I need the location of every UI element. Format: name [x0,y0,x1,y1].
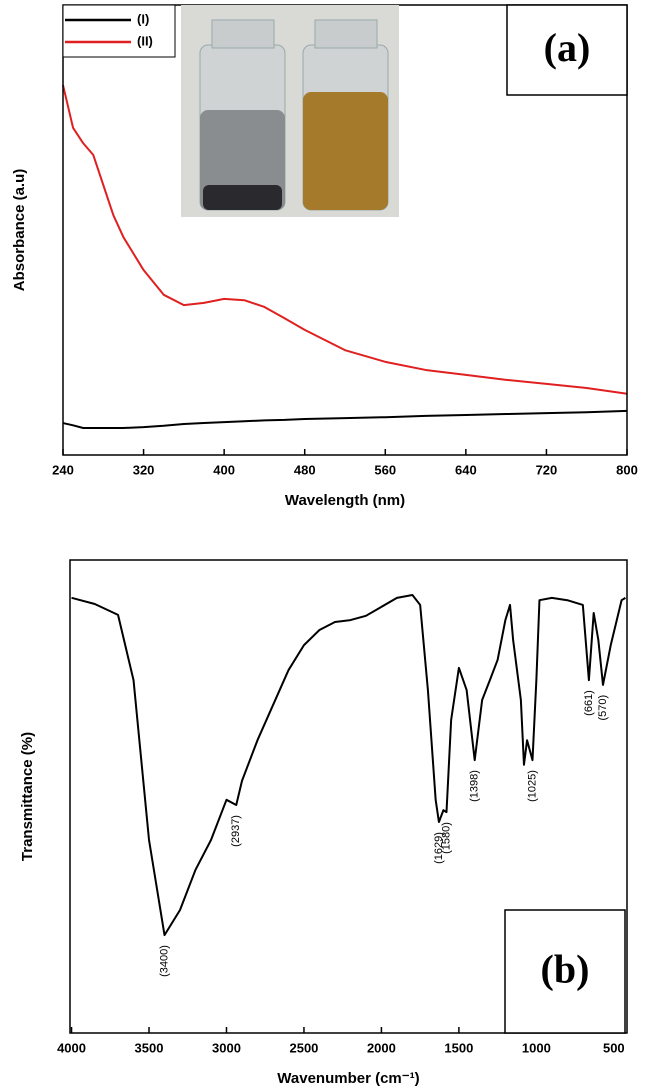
x-tick-label: 720 [536,462,558,477]
legend-label: (II) [137,33,153,48]
data-line [71,594,626,937]
x-tick-label: 640 [455,462,477,477]
x-tick-label: 400 [213,462,235,477]
peak-annotation: (2937) [230,815,242,847]
x-tick-label: 560 [374,462,396,477]
peak-annotation: (1025) [526,770,538,802]
x-tick-label: 500 [603,1040,625,1055]
peak-annotation: (1398) [469,770,481,802]
x-axis-title: Wavelength (nm) [285,492,405,509]
vial-1-neck [211,19,275,49]
peak-annotation: (1629) [433,832,445,864]
vial-2-neck [314,19,378,49]
x-tick-label: 3000 [212,1040,241,1055]
panel-label: (b) [541,947,590,992]
panel-label-box [504,909,626,1034]
plot-frame [69,559,628,1034]
y-axis-title: Absorbance (a.u) [11,169,28,292]
legend-label: (I) [137,11,149,26]
x-tick-label: 1000 [522,1040,551,1055]
vial-1-sediment [203,185,282,210]
x-tick-label: 2000 [367,1040,396,1055]
legend-box [62,4,176,58]
x-tick-label: 480 [294,462,316,477]
data-line [62,84,628,395]
x-tick-label: 3500 [135,1040,164,1055]
panel-label: (a) [544,25,591,70]
x-tick-label: 800 [616,462,638,477]
x-tick-label: 240 [52,462,74,477]
inset-photo [181,5,399,217]
y-axis-title: Transmittance (%) [19,732,36,861]
x-tick-label: 1500 [444,1040,473,1055]
vial-2-liquid [303,92,388,210]
panel-label-box [506,4,628,96]
peak-annotation: (570) [597,695,609,721]
data-line [62,409,628,429]
peak-annotation: (661) [583,690,595,716]
x-tick-label: 320 [133,462,155,477]
x-tick-label: 2500 [289,1040,318,1055]
x-tick-label: 4000 [57,1040,86,1055]
peak-annotation: (1580) [440,822,452,854]
peak-annotation: (3400) [158,945,170,977]
x-axis-title: Wavenumber (cm⁻¹) [277,1070,419,1087]
